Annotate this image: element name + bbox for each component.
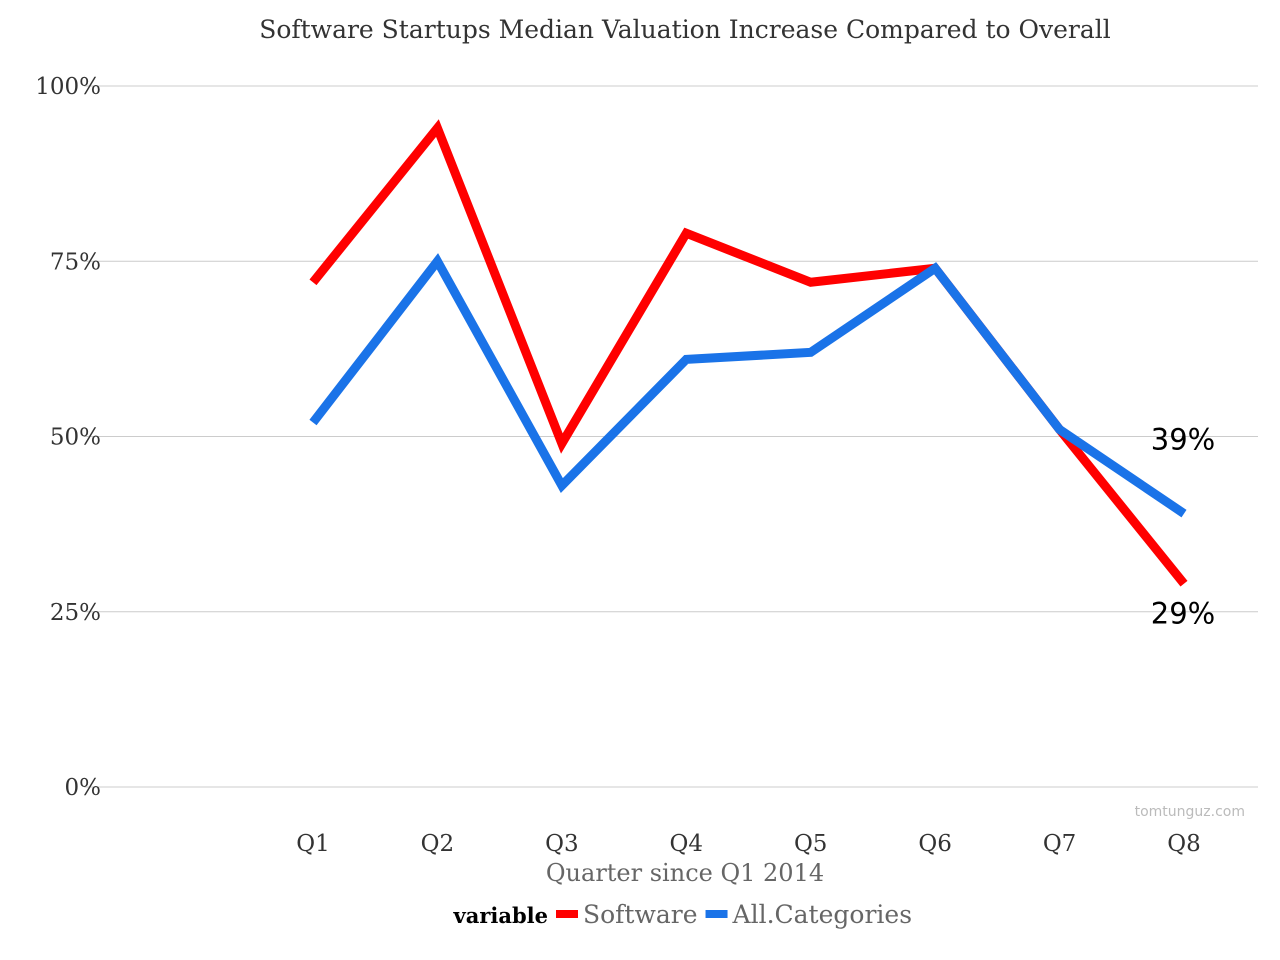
x-axis-label: Quarter since Q1 2014 [546, 859, 824, 887]
x-tick-label: Q1 [296, 831, 330, 857]
x-tick-label: Q7 [1043, 831, 1077, 857]
y-axis-ticks: 0% 25% 50% 75% 100% [35, 74, 101, 801]
x-tick-label: Q8 [1167, 831, 1201, 857]
annotation-label: 39% [1151, 423, 1215, 457]
y-tick-label: 75% [50, 249, 101, 275]
y-tick-label: 100% [35, 74, 101, 100]
x-tick-label: Q6 [918, 831, 952, 857]
annotation-label: 29% [1151, 597, 1215, 631]
x-tick-label: Q2 [421, 831, 455, 857]
legend: variable Software All.Categories [453, 900, 913, 929]
annotations: 39% 29% [1151, 423, 1215, 631]
y-tick-label: 25% [50, 600, 101, 626]
series-line-all-categories [309, 253, 1187, 518]
y-tick-label: 0% [65, 775, 102, 801]
series-lines [309, 119, 1188, 587]
y-tick-label: 50% [50, 425, 101, 451]
legend-title: variable [453, 903, 548, 928]
x-tick-label: Q3 [545, 831, 579, 857]
x-tick-label: Q5 [794, 831, 828, 857]
x-tick-label: Q4 [670, 831, 704, 857]
x-axis-ticks: Q1 Q2 Q3 Q4 Q5 Q6 Q7 Q8 [296, 831, 1201, 857]
chart-title: Software Startups Median Valuation Incre… [259, 15, 1111, 44]
gridlines [84, 85, 1258, 788]
legend-item-label: All.Categories [732, 900, 913, 929]
legend-item-label: Software [583, 900, 698, 929]
watermark-text: tomtunguz.com [1135, 804, 1245, 820]
